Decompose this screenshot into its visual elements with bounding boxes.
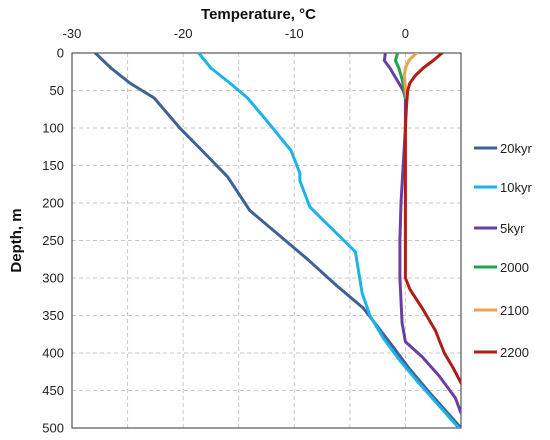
y-tick-label: 350 bbox=[42, 308, 64, 323]
x-tick-label: -20 bbox=[174, 26, 193, 41]
x-axis-title: Temperature, °C bbox=[201, 6, 316, 23]
tick-labels: -30 -20 -10 0 0 50 100 150 200 250 300 350 400 450 500 bbox=[42, 26, 409, 436]
x-tick-label: 0 bbox=[402, 26, 409, 41]
series-line-5kyr bbox=[382, 53, 461, 415]
plot-area bbox=[71, 52, 462, 429]
series-line-20kyr bbox=[93, 53, 461, 428]
y-tick-label: 200 bbox=[42, 196, 64, 211]
series-line-10kyr bbox=[197, 53, 461, 428]
x-tick-label: -30 bbox=[63, 26, 82, 41]
y-tick-label: 50 bbox=[50, 83, 64, 98]
legend-label-2200: 2200 bbox=[500, 345, 529, 360]
y-tick-label: 0 bbox=[57, 46, 64, 61]
y-tick-label: 300 bbox=[42, 271, 64, 286]
y-tick-label: 400 bbox=[42, 346, 64, 361]
y-tick-label: 500 bbox=[42, 421, 64, 436]
legend-label-2100: 2100 bbox=[500, 303, 529, 318]
legend-label-10kyr: 10kyr bbox=[500, 180, 532, 195]
legend-label-20kyr: 20kyr bbox=[500, 141, 532, 156]
y-tick-label: 100 bbox=[42, 121, 64, 136]
series-line-2200 bbox=[403, 53, 461, 385]
y-tick-label: 150 bbox=[42, 158, 64, 173]
grid bbox=[71, 52, 462, 429]
x-tick-label: -10 bbox=[285, 26, 304, 41]
y-tick-label: 450 bbox=[42, 383, 64, 398]
y-tick-label: 250 bbox=[42, 233, 64, 248]
legend-label-2000: 2000 bbox=[500, 260, 529, 275]
series-lines bbox=[93, 53, 461, 428]
legend-label-5kyr: 5kyr bbox=[500, 221, 525, 236]
legend: 20kyr 10kyr 5kyr 2000 2100 2200 bbox=[474, 141, 532, 360]
y-axis-title: Depth, m bbox=[8, 208, 25, 272]
series-line-2100 bbox=[402, 53, 418, 100]
